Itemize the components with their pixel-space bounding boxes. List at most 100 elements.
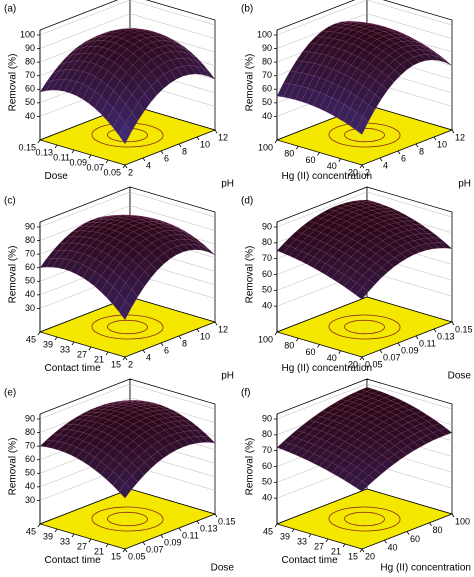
- x-axis-label: Contact time: [45, 555, 102, 566]
- y-tick: [178, 143, 182, 148]
- x-tick: [54, 336, 58, 341]
- x-tick-label: 0.07: [86, 162, 104, 172]
- y-tick: [433, 328, 437, 333]
- z-axis-label: Removal (%): [8, 54, 19, 112]
- x-tick-label: 15: [111, 551, 121, 561]
- z-tick-label: 70: [262, 253, 272, 263]
- grid-line: [276, 13, 453, 49]
- y-tick: [142, 157, 146, 162]
- x-tick-label: 45: [263, 526, 273, 536]
- z-tick-label: 80: [262, 429, 272, 439]
- y-tick: [196, 328, 200, 333]
- z-tick-label: 60: [262, 84, 272, 94]
- x-tick-label: 21: [331, 546, 341, 556]
- y-tick-label: 10: [200, 331, 210, 341]
- y-tick: [361, 356, 365, 361]
- panel-label: (c): [4, 196, 16, 207]
- z-tick-label: 70: [25, 70, 35, 80]
- y-tick: [361, 548, 365, 553]
- z-tick-label: 50: [262, 97, 272, 107]
- x-tick: [274, 139, 278, 144]
- panel-label: (e): [4, 388, 16, 399]
- grid-line: [39, 397, 216, 433]
- y-tick-label: 0.15: [218, 516, 236, 526]
- grid-line: [39, 191, 216, 228]
- z-tick-label: 50: [25, 276, 35, 286]
- x-tick: [54, 144, 58, 149]
- x-tick-label: 33: [297, 536, 307, 546]
- x-tick: [338, 350, 342, 354]
- y-tick: [214, 321, 218, 326]
- x-tick-label: 45: [26, 334, 36, 344]
- y-tick-label: 6: [164, 345, 169, 355]
- y-tick: [451, 129, 455, 134]
- x-tick-label: 21: [94, 354, 104, 364]
- x-tick: [105, 159, 109, 164]
- z-tick-label: 60: [25, 84, 35, 94]
- x-axis-label: Contact time: [282, 555, 339, 566]
- panel-label: (b): [241, 4, 253, 15]
- grid-line: [276, 191, 453, 228]
- x-tick: [317, 344, 320, 348]
- x-tick-label: 15: [348, 551, 358, 561]
- y-tick: [361, 164, 365, 169]
- x-tick-label: 80: [284, 341, 294, 351]
- floor-contour: [344, 319, 385, 335]
- x-tick: [37, 331, 41, 336]
- z-tick-label: 90: [262, 221, 272, 231]
- y-tick-label: 12: [455, 132, 465, 142]
- z-tick-label: 40: [25, 481, 35, 491]
- y-tick: [429, 522, 432, 526]
- x-tick: [122, 356, 126, 361]
- y-tick-label: 10: [200, 139, 210, 149]
- z-tick-label: 50: [262, 285, 272, 295]
- y-tick: [124, 548, 128, 553]
- z-tick-label: 40: [262, 111, 272, 121]
- y-tick-label: 2: [365, 167, 370, 177]
- x-tick-label: 100: [258, 142, 273, 152]
- z-tick-label: 80: [25, 427, 35, 437]
- y-tick: [397, 342, 401, 347]
- surface-patch: [355, 116, 369, 135]
- z-tick-label: 70: [262, 70, 272, 80]
- x-tick: [295, 146, 299, 150]
- y-tick: [160, 534, 164, 539]
- grid-line: [39, 205, 216, 241]
- z-tick-label: 30: [25, 495, 35, 505]
- y-tick-label: 6: [164, 153, 169, 163]
- y-tick-label: 0.09: [164, 537, 182, 547]
- y-tick: [406, 531, 410, 535]
- z-tick-label: 80: [25, 235, 35, 245]
- grid-line: [276, 383, 453, 420]
- y-tick-label: 8: [182, 338, 187, 348]
- x-tick-label: 0.11: [53, 152, 70, 162]
- floor: [275, 488, 454, 550]
- surface-patch: [355, 286, 369, 300]
- x-tick: [291, 528, 295, 533]
- z-tick-label: 40: [25, 111, 35, 121]
- y-tick: [178, 527, 182, 532]
- y-tick-label: 80: [433, 525, 443, 535]
- floor-contour: [328, 506, 401, 532]
- y-axis-label: Dose: [448, 371, 472, 382]
- y-tick: [196, 520, 200, 525]
- y-axis-label: pH: [221, 179, 234, 190]
- x-tick-label: 40: [327, 161, 337, 171]
- floor-contour: [107, 511, 148, 527]
- z-axis-label: Removal (%): [8, 246, 19, 304]
- y-axis-label: Hg (II) concentration: [380, 563, 471, 574]
- grid-line: [39, 26, 216, 63]
- y-tick: [196, 136, 200, 141]
- z-tick-label: 60: [262, 269, 272, 279]
- floor-contour: [91, 506, 164, 532]
- z-tick-label: 50: [25, 468, 35, 478]
- x-tick-label: 27: [314, 541, 324, 551]
- y-tick: [451, 513, 455, 518]
- y-tick-label: 4: [383, 160, 388, 170]
- z-tick-label: 90: [262, 413, 272, 423]
- grid-line: [276, 0, 453, 36]
- z-tick-label: 80: [262, 57, 272, 67]
- y-tick: [142, 541, 146, 546]
- x-tick: [359, 164, 363, 169]
